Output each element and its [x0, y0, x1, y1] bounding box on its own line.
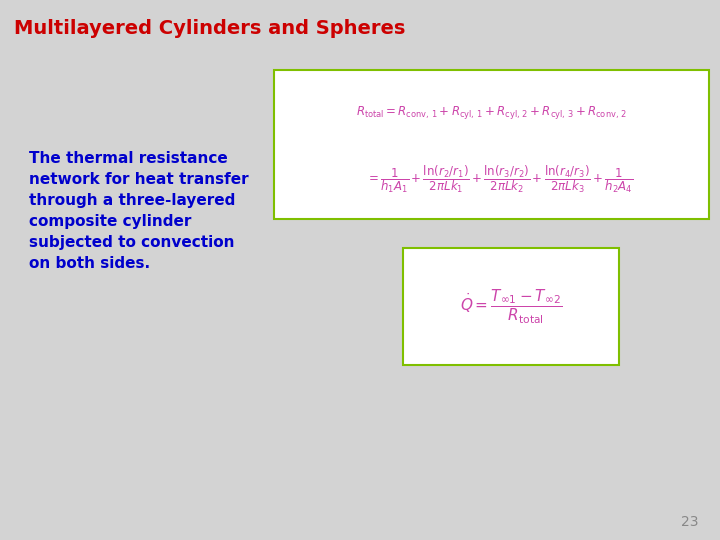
Text: $R_{\rm total} = R_{\rm conv,\,1} + R_{\rm cyl,\,1} + R_{\rm cyl,\,2} + R_{\rm c: $R_{\rm total} = R_{\rm conv,\,1} + R_{\…: [356, 104, 627, 122]
Text: Multilayered Cylinders and Spheres: Multilayered Cylinders and Spheres: [14, 19, 406, 38]
FancyBboxPatch shape: [403, 248, 619, 364]
FancyBboxPatch shape: [274, 70, 709, 219]
Text: 23: 23: [681, 515, 698, 529]
Text: $\dot{Q} = \dfrac{T_{\infty 1} - T_{\infty 2}}{R_{\rm total}}$: $\dot{Q} = \dfrac{T_{\infty 1} - T_{\inf…: [460, 287, 562, 326]
Text: The thermal resistance
network for heat transfer
through a three-layered
composi: The thermal resistance network for heat …: [29, 151, 248, 271]
Text: $= \dfrac{1}{h_1 A_1} + \dfrac{\ln(r_2/r_1)}{2\pi L k_1} + \dfrac{\ln(r_3/r_2)}{: $= \dfrac{1}{h_1 A_1} + \dfrac{\ln(r_2/r…: [366, 163, 634, 195]
